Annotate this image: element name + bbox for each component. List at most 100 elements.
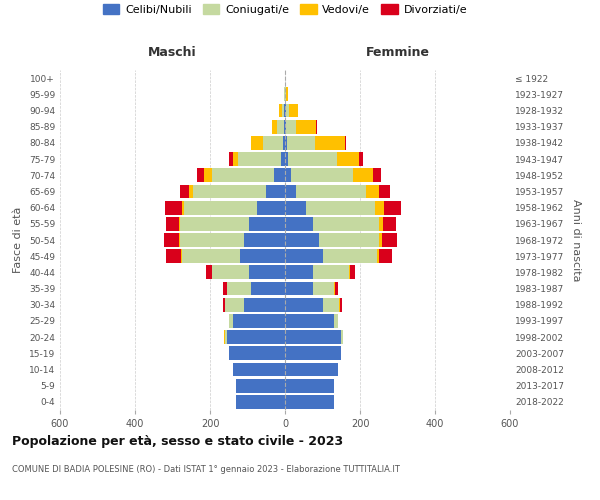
Bar <box>251 282 285 296</box>
Bar <box>224 330 225 344</box>
Bar <box>365 184 379 198</box>
Bar <box>181 250 182 263</box>
Bar <box>340 298 342 312</box>
Bar <box>377 250 379 263</box>
Bar <box>285 298 323 312</box>
Bar <box>285 120 286 134</box>
Bar <box>212 266 250 280</box>
Bar <box>285 217 313 230</box>
Bar <box>182 250 240 263</box>
Bar <box>285 250 323 263</box>
Bar <box>180 233 244 247</box>
Bar <box>379 250 392 263</box>
Bar <box>319 233 379 247</box>
Bar <box>244 233 285 247</box>
Bar <box>334 314 337 328</box>
Bar <box>337 314 338 328</box>
Bar <box>166 250 181 263</box>
Bar <box>271 120 277 134</box>
Bar <box>289 104 298 118</box>
Bar <box>236 395 285 409</box>
Bar <box>373 168 380 182</box>
Bar <box>227 330 285 344</box>
Bar <box>212 168 274 182</box>
Bar <box>285 282 313 296</box>
Bar <box>233 314 285 328</box>
Bar <box>283 136 285 149</box>
Bar <box>240 250 285 263</box>
Bar <box>227 282 251 296</box>
Bar <box>349 266 355 280</box>
Bar <box>277 120 284 134</box>
Bar <box>305 200 375 214</box>
Bar <box>182 200 184 214</box>
Bar <box>225 298 244 312</box>
Bar <box>290 168 353 182</box>
Bar <box>229 314 233 328</box>
Bar <box>285 200 305 214</box>
Bar <box>257 200 285 214</box>
Bar <box>335 282 338 296</box>
Bar <box>334 282 335 296</box>
Bar <box>296 120 316 134</box>
Bar <box>379 184 390 198</box>
Bar <box>286 120 296 134</box>
Bar <box>313 266 349 280</box>
Bar <box>229 152 233 166</box>
Bar <box>180 217 250 230</box>
Bar <box>238 152 281 166</box>
Bar <box>287 136 314 149</box>
Bar <box>165 200 182 214</box>
Bar <box>263 136 283 149</box>
Bar <box>284 104 285 118</box>
Bar <box>284 120 285 134</box>
Bar <box>323 298 340 312</box>
Bar <box>313 217 379 230</box>
Bar <box>296 184 365 198</box>
Bar <box>379 217 383 230</box>
Bar <box>285 152 288 166</box>
Bar <box>285 168 290 182</box>
Bar <box>285 346 341 360</box>
Bar <box>285 136 287 149</box>
Bar <box>285 184 296 198</box>
Bar <box>251 136 263 149</box>
Bar <box>179 217 180 230</box>
Bar <box>281 152 285 166</box>
Bar <box>205 168 212 182</box>
Bar <box>379 233 382 247</box>
Y-axis label: Fasce di età: Fasce di età <box>13 207 23 273</box>
Bar <box>166 217 179 230</box>
Bar <box>193 184 266 198</box>
Bar <box>236 379 285 392</box>
Bar <box>223 298 225 312</box>
Bar <box>179 233 180 247</box>
Bar <box>233 152 238 166</box>
Text: Popolazione per età, sesso e stato civile - 2023: Popolazione per età, sesso e stato civil… <box>12 435 343 448</box>
Bar <box>341 330 343 344</box>
Text: COMUNE DI BADIA POLESINE (RO) - Dati ISTAT 1° gennaio 2023 - Elaborazione TUTTIT: COMUNE DI BADIA POLESINE (RO) - Dati IST… <box>12 465 400 474</box>
Bar <box>197 168 205 182</box>
Bar <box>225 330 227 344</box>
Bar <box>288 152 337 166</box>
Bar <box>190 184 193 198</box>
Bar <box>285 88 286 101</box>
Bar <box>314 136 344 149</box>
Bar <box>382 233 397 247</box>
Bar <box>337 152 359 166</box>
Bar <box>164 233 179 247</box>
Bar <box>233 362 285 376</box>
Bar <box>285 314 334 328</box>
Text: Maschi: Maschi <box>148 46 197 59</box>
Text: Femmine: Femmine <box>365 46 430 59</box>
Legend: Celibi/Nubili, Coniugati/e, Vedovi/e, Divorziati/e: Celibi/Nubili, Coniugati/e, Vedovi/e, Di… <box>100 1 470 18</box>
Bar <box>206 266 212 280</box>
Bar <box>316 120 317 134</box>
Bar <box>383 217 395 230</box>
Bar <box>266 184 285 198</box>
Bar <box>353 168 373 182</box>
Bar <box>285 379 334 392</box>
Bar <box>359 152 363 166</box>
Y-axis label: Anni di nascita: Anni di nascita <box>571 198 581 281</box>
Bar <box>285 266 313 280</box>
